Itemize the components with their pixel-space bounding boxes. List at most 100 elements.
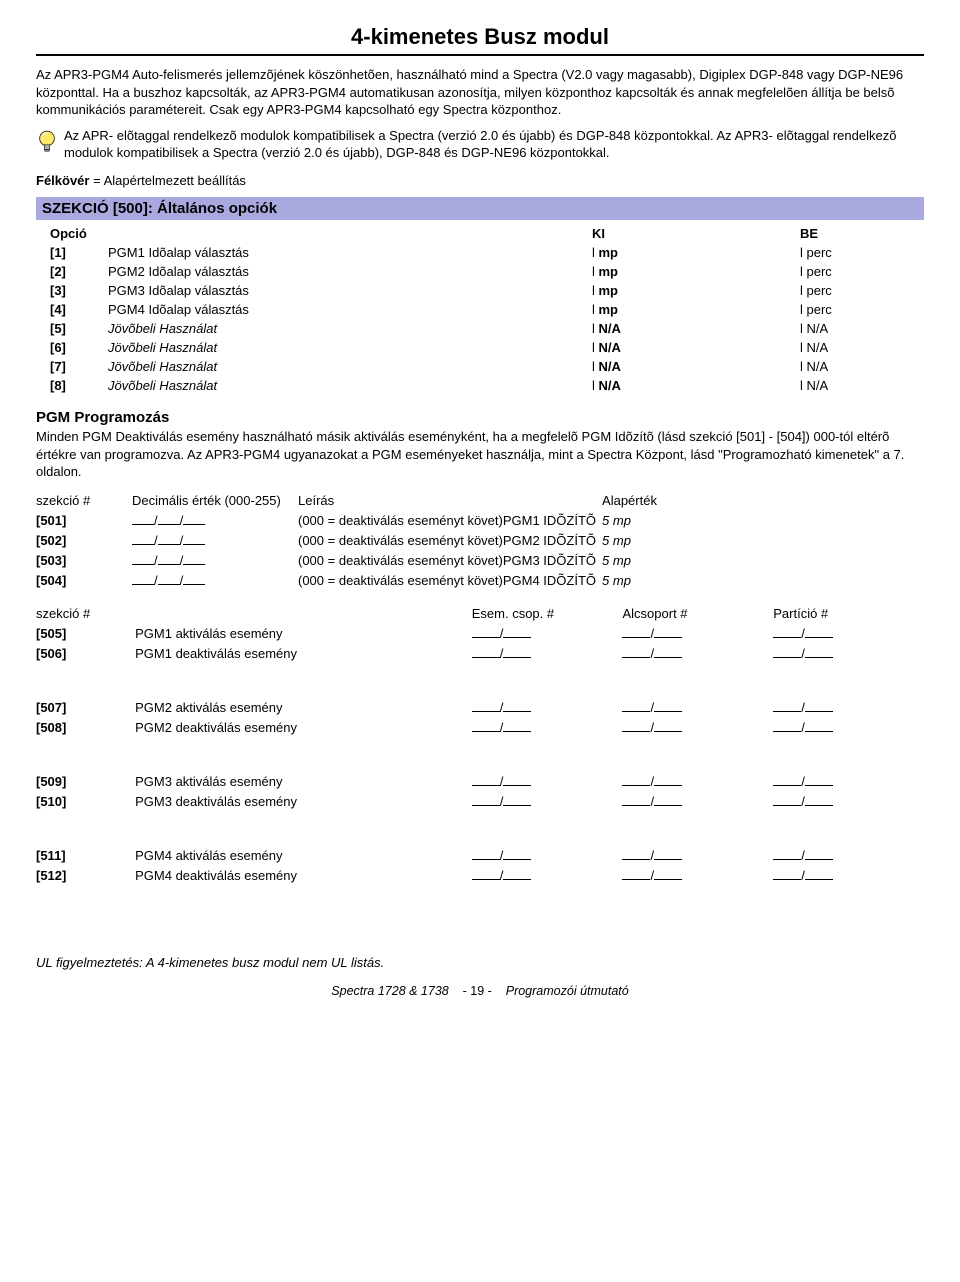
dec-default: 5 mp: [602, 570, 688, 590]
ev-row: [509]PGM3 aktiválás esemény///: [36, 771, 924, 791]
dec-section: [504]: [36, 570, 132, 590]
opt-num: [5]: [36, 319, 104, 338]
ev-section: [509]: [36, 771, 135, 791]
ev-section: [508]: [36, 717, 135, 737]
opt-be: l N/A: [796, 376, 924, 395]
ev-blank2: /: [622, 623, 773, 643]
dec-desc: (000 = deaktiválás eseményt követ)PGM1 I…: [298, 510, 602, 530]
ev-row: [512]PGM4 deaktiválás esemény///: [36, 865, 924, 885]
opt-num: [2]: [36, 262, 104, 281]
note-text: Az APR- elõtaggal rendelkezõ modulok kom…: [64, 127, 924, 162]
ev-row: [505]PGM1 aktiválás esemény///: [36, 623, 924, 643]
ev-h1: szekció #: [36, 604, 135, 623]
opt-desc: Jövõbeli Használat: [104, 338, 588, 357]
dec-section: [503]: [36, 550, 132, 570]
head-be: BE: [796, 224, 924, 243]
opt-num: [1]: [36, 243, 104, 262]
opt-be: l perc: [796, 262, 924, 281]
dec-default: 5 mp: [602, 530, 688, 550]
ev-row: [507]PGM2 aktiválás esemény///: [36, 697, 924, 717]
head-ki: KI: [588, 224, 796, 243]
decimal-table: szekció # Decimális érték (000-255) Leír…: [36, 491, 688, 590]
ev-blank3: /: [773, 771, 924, 791]
opt-desc: Jövõbeli Használat: [104, 357, 588, 376]
opt-desc: Jövõbeli Használat: [104, 376, 588, 395]
footer-left: Spectra 1728 & 1738: [331, 984, 448, 998]
lightbulb-icon: [36, 129, 58, 160]
opt-desc: PGM3 Idõalap választás: [104, 281, 588, 300]
opt-desc: PGM1 Idõalap választás: [104, 243, 588, 262]
option-row: [5]Jövõbeli Használatl N/Al N/A: [36, 319, 924, 338]
bold-rest: = Alapértelmezett beállítás: [89, 173, 245, 188]
bold-word: Félkövér: [36, 173, 89, 188]
ul-note: UL figyelmeztetés: A 4-kimenetes busz mo…: [36, 955, 924, 970]
opt-num: [6]: [36, 338, 104, 357]
ev-blank3: /: [773, 697, 924, 717]
ev-blank3: /: [773, 865, 924, 885]
opt-ki: l mp: [588, 243, 796, 262]
footer-right: Programozói útmutató: [506, 984, 629, 998]
options-head-row: Opció KI BE: [36, 224, 924, 243]
opt-be: l perc: [796, 243, 924, 262]
ev-row: [506]PGM1 deaktiválás esemény///: [36, 643, 924, 663]
ev-blank1: /: [472, 771, 623, 791]
dec-blanks: //: [132, 530, 298, 550]
dec-h1: szekció #: [36, 491, 132, 510]
ev-blank1: /: [472, 697, 623, 717]
ev-blank1: /: [472, 643, 623, 663]
dec-desc: (000 = deaktiválás eseményt követ)PGM4 I…: [298, 570, 602, 590]
ev-blank3: /: [773, 623, 924, 643]
ev-desc: PGM2 aktiválás esemény: [135, 697, 472, 717]
opt-num: [8]: [36, 376, 104, 395]
ev-desc: PGM2 deaktiválás esemény: [135, 717, 472, 737]
dec-blanks: //: [132, 510, 298, 530]
opt-ki: l N/A: [588, 319, 796, 338]
opt-desc: PGM2 Idõalap választás: [104, 262, 588, 281]
dec-h4: Alapérték: [602, 491, 688, 510]
ev-blank3: /: [773, 845, 924, 865]
dec-row: [502]//(000 = deaktiválás eseményt követ…: [36, 530, 688, 550]
ev-blank2: /: [622, 717, 773, 737]
dec-row: [501]//(000 = deaktiválás eseményt követ…: [36, 510, 688, 530]
option-row: [2]PGM2 Idõalap választásl mpl perc: [36, 262, 924, 281]
option-row: [7]Jövõbeli Használatl N/Al N/A: [36, 357, 924, 376]
bold-default-line: Félkövér = Alapértelmezett beállítás: [36, 172, 924, 190]
ev-blank2: /: [622, 845, 773, 865]
ev-blank1: /: [472, 865, 623, 885]
opt-ki: l mp: [588, 281, 796, 300]
intro-paragraph: Az APR3-PGM4 Auto-felismerés jellemzõjén…: [36, 66, 924, 119]
opt-be: l N/A: [796, 338, 924, 357]
ev-blank1: /: [472, 717, 623, 737]
title-rule: [36, 54, 924, 56]
option-row: [8]Jövõbeli Használatl N/Al N/A: [36, 376, 924, 395]
ev-section: [511]: [36, 845, 135, 865]
events-table: szekció # Esem. csop. # Alcsoport # Part…: [36, 604, 924, 885]
section-500-bar: SZEKCIÓ [500]: Általános opciók: [36, 197, 924, 220]
ev-blank2: /: [622, 697, 773, 717]
ev-desc: PGM1 deaktiválás esemény: [135, 643, 472, 663]
ev-h5: Partíció #: [773, 604, 924, 623]
ev-h3: Esem. csop. #: [472, 604, 623, 623]
opt-ki: l mp: [588, 262, 796, 281]
option-row: [3]PGM3 Idõalap választásl mpl perc: [36, 281, 924, 300]
dec-blanks: //: [132, 570, 298, 590]
dec-default: 5 mp: [602, 550, 688, 570]
ev-section: [510]: [36, 791, 135, 811]
opt-be: l perc: [796, 281, 924, 300]
opt-num: [4]: [36, 300, 104, 319]
pgm-paragraph: Minden PGM Deaktiválás esemény használha…: [36, 428, 924, 481]
pgm-heading: PGM Programozás: [36, 409, 924, 426]
ev-blank1: /: [472, 791, 623, 811]
ev-h4: Alcsoport #: [622, 604, 773, 623]
dec-row: [503]//(000 = deaktiválás eseményt követ…: [36, 550, 688, 570]
ev-blank2: /: [622, 643, 773, 663]
opt-desc: PGM4 Idõalap választás: [104, 300, 588, 319]
ev-blank3: /: [773, 717, 924, 737]
opt-ki: l N/A: [588, 338, 796, 357]
ev-blank1: /: [472, 623, 623, 643]
footer-mid: - 19 -: [463, 984, 492, 998]
head-empty: [104, 224, 588, 243]
page-footer: Spectra 1728 & 1738 - 19 - Programozói ú…: [36, 984, 924, 998]
dec-default: 5 mp: [602, 510, 688, 530]
page-title: 4-kimenetes Busz modul: [36, 24, 924, 50]
